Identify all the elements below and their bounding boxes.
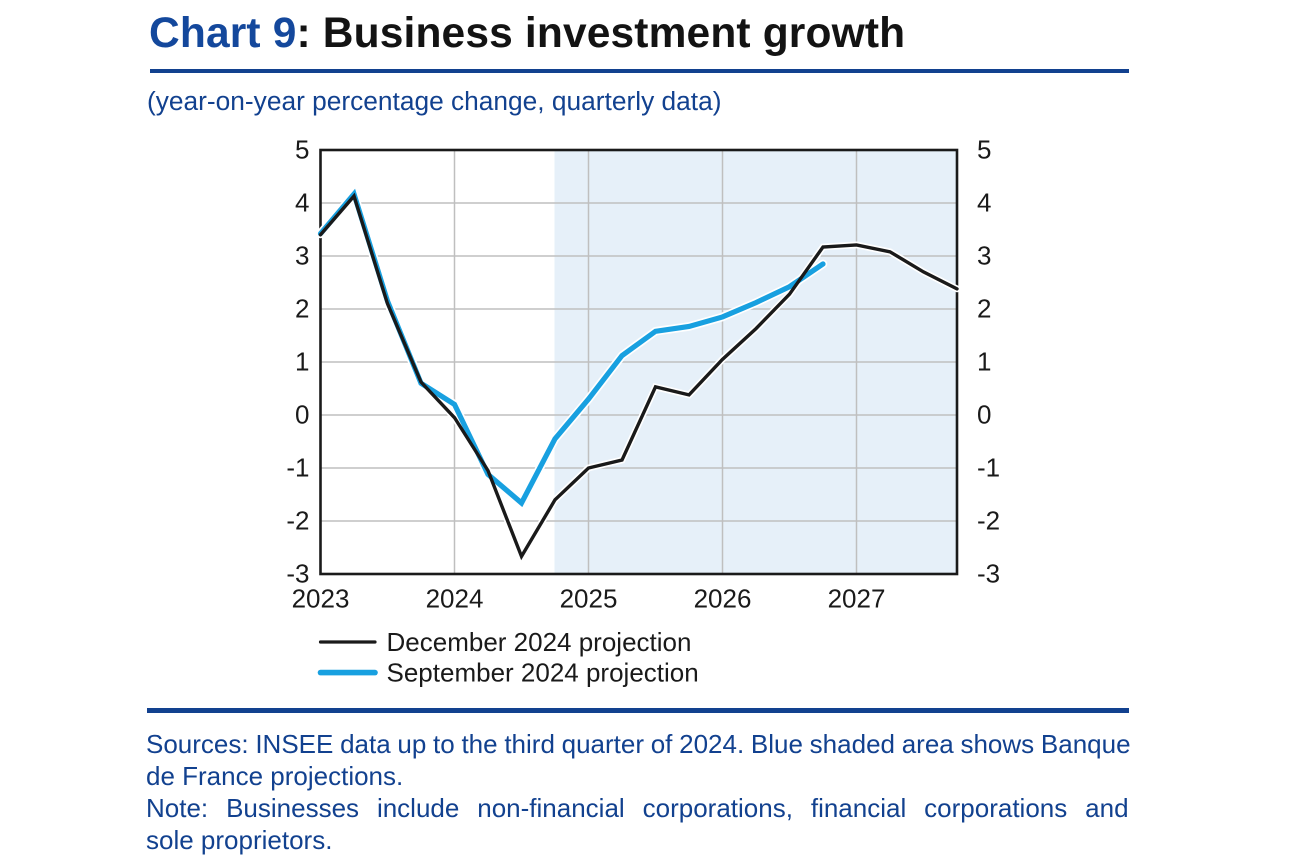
svg-text:2024: 2024: [426, 584, 484, 614]
svg-text:0: 0: [295, 400, 309, 430]
svg-text:2026: 2026: [694, 584, 752, 614]
svg-text:2: 2: [977, 294, 991, 324]
svg-text:5: 5: [295, 135, 309, 165]
svg-text:5: 5: [977, 135, 991, 165]
svg-text:September 2024 projection: September 2024 projection: [387, 658, 699, 688]
svg-text:3: 3: [977, 241, 991, 271]
svg-text:-1: -1: [977, 453, 1000, 483]
svg-text:2027: 2027: [828, 584, 886, 614]
svg-text:December 2024 projection: December 2024 projection: [387, 627, 692, 657]
svg-text:-2: -2: [977, 506, 1000, 536]
svg-text:4: 4: [295, 188, 309, 218]
svg-text:-2: -2: [286, 506, 309, 536]
svg-text:-3: -3: [977, 559, 1000, 589]
svg-text:0: 0: [977, 400, 991, 430]
svg-text:1: 1: [977, 347, 991, 377]
svg-text:-1: -1: [286, 453, 309, 483]
svg-text:-3: -3: [286, 559, 309, 589]
svg-text:4: 4: [977, 188, 991, 218]
svg-text:2023: 2023: [292, 584, 350, 614]
svg-text:1: 1: [295, 347, 309, 377]
svg-text:2025: 2025: [560, 584, 618, 614]
svg-text:2: 2: [295, 294, 309, 324]
svg-text:3: 3: [295, 241, 309, 271]
